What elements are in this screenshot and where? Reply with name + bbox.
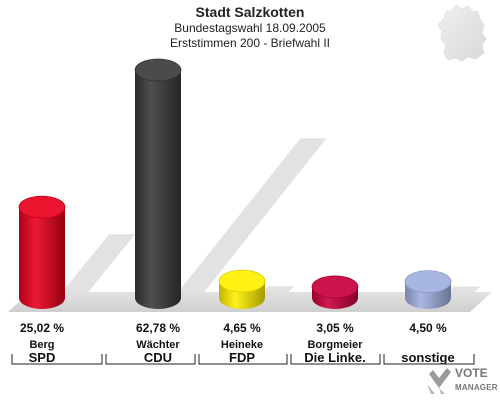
chart-title: Stadt Salzkotten xyxy=(195,4,305,20)
category-bracket xyxy=(105,354,196,365)
bar-dielinke xyxy=(311,275,359,309)
party-label: sonstige xyxy=(401,350,455,365)
germany-map-icon xyxy=(437,4,487,62)
bar-value-label: 4,50 % xyxy=(409,321,447,335)
chart-header: Stadt Salzkotten Bundestagswahl 18.09.20… xyxy=(0,4,500,51)
vote-manager-logo: VOTE MANAGER xyxy=(425,365,500,397)
candidate-label: Berg xyxy=(29,339,55,351)
bar-body xyxy=(135,70,181,309)
bar-shadows xyxy=(59,138,480,296)
party-label: SPD xyxy=(28,350,56,365)
bar-top xyxy=(311,275,359,299)
vote-check-icon xyxy=(427,368,451,394)
chart-subtitle: Bundestagswahl 18.09.2005 xyxy=(174,21,326,35)
candidate-label: Wächter xyxy=(136,339,180,351)
bar-spd xyxy=(18,195,66,309)
category-bracket xyxy=(11,354,103,365)
candidate-label: Borgmeier xyxy=(307,339,363,351)
category-bracket xyxy=(383,354,475,365)
category-bracket xyxy=(198,354,288,365)
bars xyxy=(18,58,452,309)
bar-value-label: 3,05 % xyxy=(316,321,354,335)
bar-shadow xyxy=(259,286,295,296)
bar-value-label: 62,78 % xyxy=(135,321,181,335)
bar-top xyxy=(134,58,182,82)
bar-top xyxy=(18,195,66,219)
party-label: CDU xyxy=(143,350,173,365)
bar-cdu xyxy=(134,58,182,309)
bar-fdp xyxy=(218,269,266,309)
bar-body xyxy=(19,207,65,309)
candidate-label: Heineke xyxy=(220,339,264,351)
bar-top xyxy=(404,270,452,294)
bar-top xyxy=(218,269,266,293)
logo-text-vote: VOTE xyxy=(455,366,488,380)
bar-value-label: 25,02 % xyxy=(19,321,65,335)
bar-shadow xyxy=(445,286,480,296)
bar-sonstige xyxy=(404,270,452,309)
bar-shadow xyxy=(59,234,135,296)
chart-subtitle-2: Erststimmen 200 - Briefwahl II xyxy=(169,36,331,50)
bar-shadow xyxy=(175,138,327,296)
logo-text-manager: MANAGER xyxy=(455,383,498,392)
bar-value-label: 4,65 % xyxy=(223,321,261,335)
party-label: FDP xyxy=(229,350,255,365)
party-label: Die Linke. xyxy=(304,350,366,365)
category-bracket xyxy=(290,354,381,365)
